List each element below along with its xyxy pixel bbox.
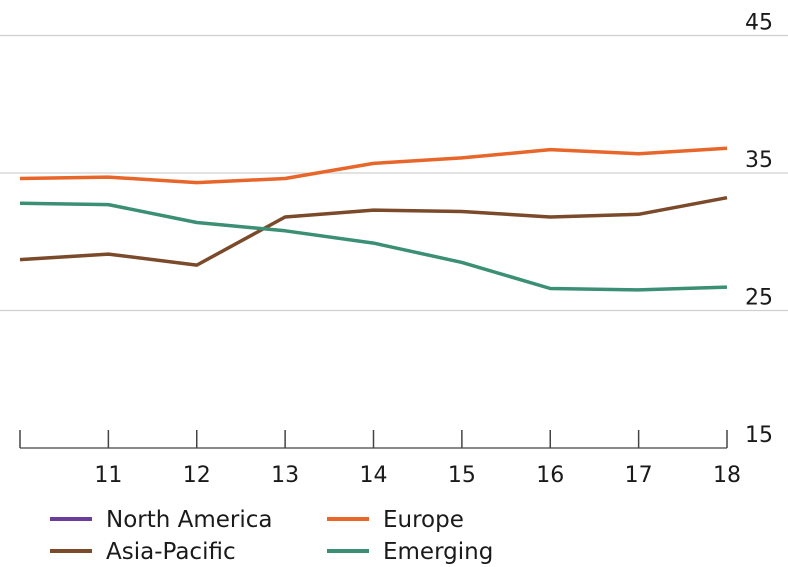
y-tick-label: 45: [745, 11, 773, 36]
series-line-asia-pacific: [19, 195, 728, 267]
y-tick-label: 35: [745, 148, 773, 173]
x-tick-label: 11: [94, 463, 122, 488]
x-tick-label: 14: [360, 463, 388, 488]
x-axis: 11 12 13 14 15 16 17 18: [19, 430, 741, 488]
series-lines: [19, 146, 728, 292]
x-tick-label: 12: [183, 463, 211, 488]
gridlines: [0, 34, 788, 312]
legend-label-asia-pacific: Asia-Pacific: [106, 539, 236, 565]
x-tick-label: 15: [448, 463, 476, 488]
series-line-europe: [19, 146, 728, 185]
legend: North America Europe Asia-Pacific Emerging: [50, 507, 493, 565]
legend-label-emerging: Emerging: [383, 539, 493, 565]
series-line-emerging: [19, 201, 728, 292]
x-tick-label: 16: [536, 463, 564, 488]
y-tick-label: 15: [745, 423, 773, 448]
x-tick-label: 13: [271, 463, 299, 488]
x-tick-label: 17: [625, 463, 653, 488]
y-axis: 45 35 25 15: [745, 11, 773, 449]
x-tick-label: 18: [713, 463, 741, 488]
legend-label-europe: Europe: [383, 507, 464, 533]
y-tick-label: 25: [745, 286, 773, 311]
legend-label-north-america: North America: [106, 507, 273, 533]
